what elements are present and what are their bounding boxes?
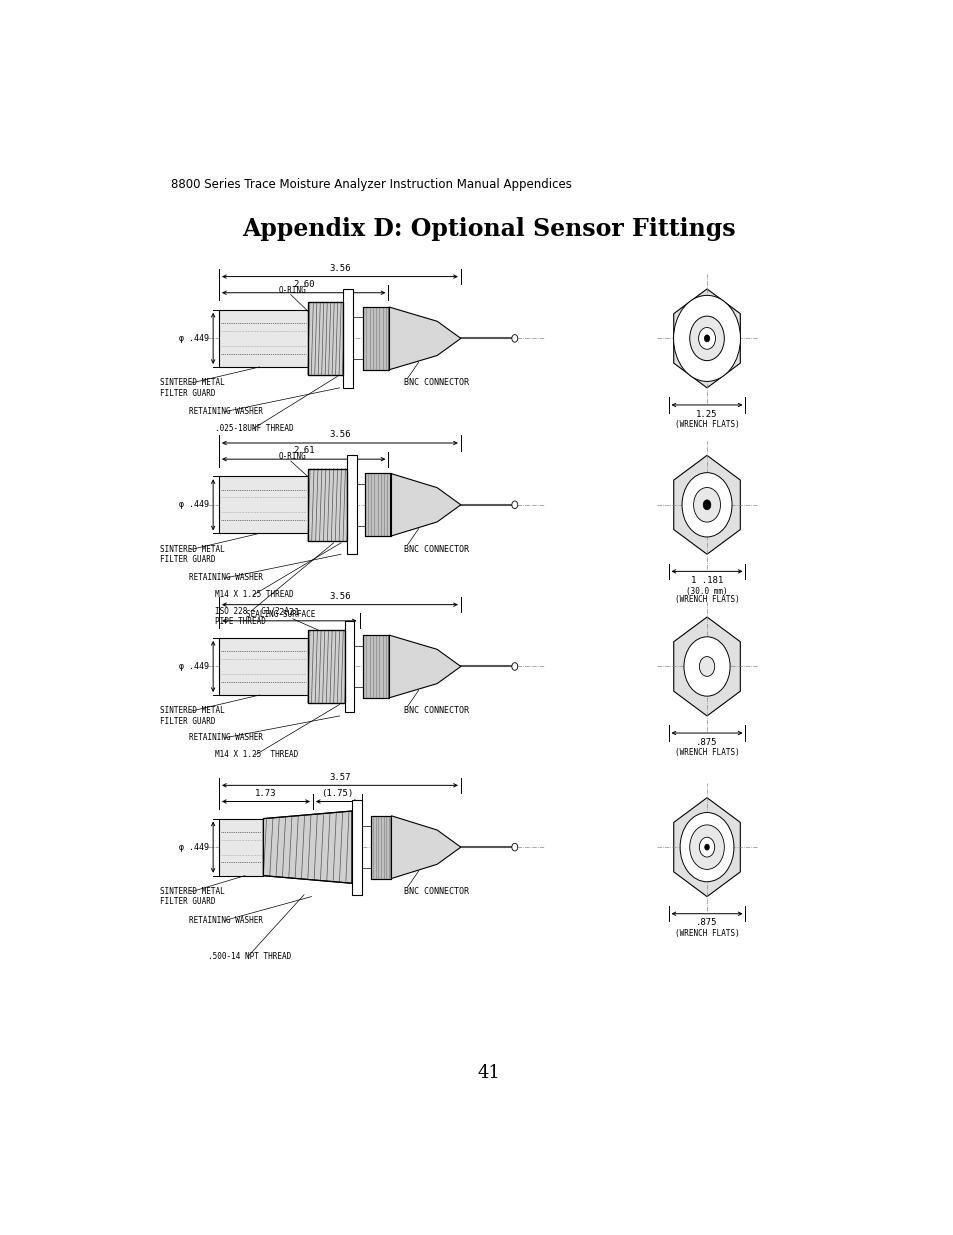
- Bar: [219, 477, 308, 534]
- Text: 41: 41: [477, 1063, 499, 1082]
- Text: 1.73: 1.73: [255, 789, 276, 798]
- Text: .875: .875: [696, 919, 717, 927]
- Bar: [219, 310, 308, 367]
- Text: RETAINING WASHER: RETAINING WASHER: [190, 734, 263, 742]
- Polygon shape: [390, 473, 460, 536]
- Polygon shape: [263, 811, 352, 883]
- Bar: [347, 456, 356, 555]
- Bar: [308, 468, 347, 541]
- Text: φ .449: φ .449: [179, 333, 210, 343]
- Circle shape: [702, 500, 710, 510]
- Bar: [352, 799, 361, 894]
- Text: BNC CONNECTOR: BNC CONNECTOR: [403, 378, 469, 388]
- Text: ISO 228 - G1/2 A
PIPE THREAD: ISO 228 - G1/2 A PIPE THREAD: [215, 606, 289, 626]
- Text: .875: .875: [696, 737, 717, 747]
- Text: RETAINING WASHER: RETAINING WASHER: [190, 915, 263, 925]
- Bar: [308, 630, 344, 703]
- Text: SINTERED METAL
FILTER GUARD: SINTERED METAL FILTER GUARD: [160, 378, 224, 398]
- Circle shape: [681, 473, 731, 537]
- Circle shape: [704, 845, 709, 850]
- Text: φ .449: φ .449: [179, 842, 210, 852]
- Bar: [364, 473, 390, 536]
- Polygon shape: [389, 635, 460, 698]
- Bar: [308, 630, 344, 703]
- Circle shape: [673, 295, 740, 382]
- Polygon shape: [389, 308, 460, 369]
- Text: RETAINING WASHER: RETAINING WASHER: [190, 406, 263, 416]
- Bar: [308, 468, 347, 541]
- Text: 1 .181: 1 .181: [690, 576, 722, 585]
- Bar: [344, 621, 354, 713]
- Text: 2.61: 2.61: [293, 446, 314, 456]
- Bar: [370, 816, 391, 878]
- Text: (WRENCH FLATS): (WRENCH FLATS): [674, 748, 739, 757]
- Text: RETAINING WASHER: RETAINING WASHER: [190, 573, 263, 582]
- Text: Appendix D: Optional Sensor Fittings: Appendix D: Optional Sensor Fittings: [242, 217, 735, 241]
- Circle shape: [689, 825, 723, 869]
- Polygon shape: [673, 289, 740, 388]
- Bar: [308, 303, 342, 374]
- Circle shape: [698, 327, 715, 350]
- Bar: [370, 816, 391, 878]
- Circle shape: [512, 501, 517, 509]
- Text: BNC CONNECTOR: BNC CONNECTOR: [403, 887, 469, 897]
- Text: BNC CONNECTOR: BNC CONNECTOR: [403, 545, 469, 553]
- Bar: [363, 635, 389, 698]
- Bar: [363, 308, 389, 369]
- Circle shape: [703, 335, 709, 342]
- Bar: [219, 819, 263, 876]
- Bar: [219, 638, 308, 695]
- Circle shape: [699, 657, 714, 677]
- Polygon shape: [673, 618, 740, 716]
- Text: (WRENCH FLATS): (WRENCH FLATS): [674, 595, 739, 604]
- Text: SEALING SURFACE: SEALING SURFACE: [246, 610, 315, 619]
- Bar: [308, 303, 342, 374]
- Bar: [363, 635, 389, 698]
- Circle shape: [699, 837, 714, 857]
- Circle shape: [679, 813, 733, 882]
- Text: 3.56: 3.56: [329, 592, 351, 601]
- Text: BNC CONNECTOR: BNC CONNECTOR: [403, 706, 469, 715]
- Text: φ .449: φ .449: [179, 662, 210, 671]
- Circle shape: [683, 637, 729, 697]
- Circle shape: [512, 335, 517, 342]
- Polygon shape: [673, 798, 740, 897]
- Circle shape: [693, 488, 720, 522]
- Text: (30.0 mm): (30.0 mm): [685, 587, 727, 595]
- Polygon shape: [673, 456, 740, 555]
- Text: 2.60: 2.60: [293, 280, 314, 289]
- Text: SINTERED METAL
FILTER GUARD: SINTERED METAL FILTER GUARD: [160, 706, 224, 726]
- Bar: [364, 473, 390, 536]
- Text: SINTERED METAL
FILTER GUARD: SINTERED METAL FILTER GUARD: [160, 545, 224, 564]
- Text: .025-18UNF THREAD: .025-18UNF THREAD: [215, 424, 294, 433]
- Text: .500-14 NPT THREAD: .500-14 NPT THREAD: [208, 952, 291, 961]
- Text: M14 X 1.25 THREAD: M14 X 1.25 THREAD: [215, 590, 294, 599]
- Polygon shape: [391, 816, 460, 878]
- Text: φ .449: φ .449: [179, 500, 210, 509]
- Text: SINTERED METAL
FILTER GUARD: SINTERED METAL FILTER GUARD: [160, 887, 224, 906]
- Text: 3.56: 3.56: [329, 264, 351, 273]
- Text: 3.56: 3.56: [329, 430, 351, 440]
- Text: (WRENCH FLATS): (WRENCH FLATS): [674, 929, 739, 937]
- Text: (WRENCH FLATS): (WRENCH FLATS): [674, 420, 739, 430]
- Bar: [363, 308, 389, 369]
- Bar: [342, 289, 353, 388]
- Circle shape: [689, 316, 723, 361]
- Text: 2.21: 2.21: [278, 608, 300, 618]
- Text: 3.57: 3.57: [329, 773, 351, 782]
- Text: (1.75): (1.75): [321, 789, 354, 798]
- Circle shape: [512, 844, 517, 851]
- Circle shape: [512, 663, 517, 671]
- Text: 8800 Series Trace Moisture Analyzer Instruction Manual Appendices: 8800 Series Trace Moisture Analyzer Inst…: [171, 178, 571, 191]
- Text: O-RING: O-RING: [278, 452, 306, 461]
- Text: M14 X 1.25  THREAD: M14 X 1.25 THREAD: [215, 750, 298, 760]
- Text: 1.25: 1.25: [696, 410, 717, 419]
- Text: O-RING: O-RING: [278, 285, 306, 295]
